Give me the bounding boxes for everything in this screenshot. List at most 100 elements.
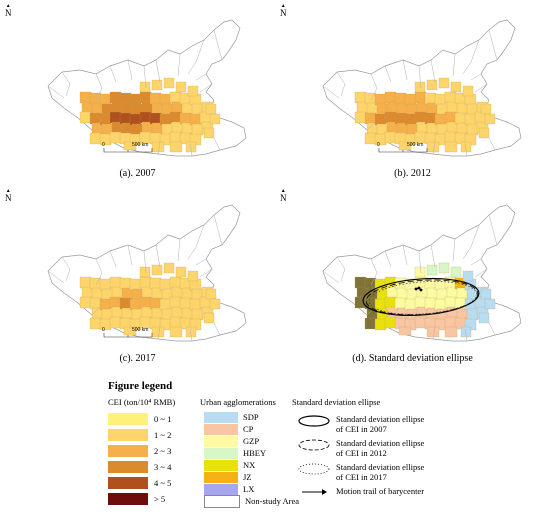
study-region-cell bbox=[169, 316, 182, 329]
study-region-cell bbox=[89, 317, 102, 330]
ellipse-icon bbox=[298, 415, 330, 427]
province-boundary bbox=[470, 73, 482, 81]
study-region-cell bbox=[149, 92, 162, 105]
study-region-cell bbox=[169, 131, 182, 144]
ua-swatch bbox=[204, 423, 238, 435]
scale-label: 500 km bbox=[132, 327, 149, 333]
north-arrow-icon: ▲ N bbox=[280, 189, 287, 203]
ua-legend-item: CP bbox=[204, 422, 253, 436]
study-region-cell bbox=[444, 326, 458, 338]
study-region-cell bbox=[187, 270, 199, 282]
province-boundary bbox=[370, 73, 378, 101]
study-region-cell bbox=[129, 298, 142, 311]
study-region-cell bbox=[79, 276, 92, 289]
province-boundary bbox=[157, 326, 161, 340]
cei-label: 3 ~ 4 bbox=[154, 462, 172, 472]
study-region-cell bbox=[434, 298, 447, 311]
study-region-cell bbox=[364, 92, 377, 105]
study-region-cell bbox=[179, 297, 192, 310]
panel-caption: (d). Standard deviation ellipse bbox=[352, 353, 473, 364]
province-boundary bbox=[366, 306, 376, 316]
study-region-cell bbox=[374, 93, 387, 106]
scale-label: 0 bbox=[377, 142, 380, 148]
north-label: N bbox=[5, 193, 12, 203]
province-boundary bbox=[474, 83, 488, 93]
study-region-cell bbox=[450, 81, 462, 93]
cei-swatch bbox=[108, 429, 148, 441]
study-region-cell bbox=[205, 103, 217, 115]
ua-legend-item: SDP bbox=[204, 410, 259, 424]
study-region-cell bbox=[151, 79, 163, 91]
study-region-cell bbox=[89, 92, 102, 105]
study-region-cell bbox=[484, 298, 496, 310]
study-region-cell bbox=[139, 276, 152, 289]
sde-label-line2: of CEI in 2007 bbox=[336, 424, 387, 434]
study-region-cell bbox=[149, 277, 162, 290]
study-region-cell bbox=[129, 93, 142, 106]
map-panel-b: ▲ N 0 500 km (b). 2012 bbox=[275, 0, 550, 185]
study-region-cell bbox=[424, 112, 437, 125]
china-map-b bbox=[322, 19, 522, 157]
province-boundary bbox=[322, 85, 340, 99]
study-region-cell bbox=[462, 85, 474, 97]
study-region-cell bbox=[79, 91, 92, 104]
province-boundary bbox=[155, 244, 161, 268]
province-boundary bbox=[95, 73, 103, 101]
china-map-d bbox=[322, 204, 522, 342]
north-arrow-icon: ▲ N bbox=[280, 4, 287, 18]
study-region-cell bbox=[139, 296, 152, 309]
sde-label-line1: Standard deviation ellipse bbox=[336, 414, 425, 424]
map-panel-d: ▲ N (d). Standard deviation ellipse bbox=[275, 185, 550, 370]
study-region-cell bbox=[109, 276, 122, 289]
cei-label: 4 ~ 5 bbox=[154, 478, 172, 488]
scale-bar bbox=[103, 333, 153, 338]
study-region-cell bbox=[109, 111, 122, 124]
barycenter-point bbox=[419, 288, 423, 292]
cei-swatch bbox=[108, 413, 148, 425]
study-region-cell bbox=[466, 308, 479, 321]
study-region-cell bbox=[175, 81, 187, 93]
study-region-cell bbox=[99, 93, 112, 106]
study-region-cell bbox=[209, 298, 221, 310]
province-boundary bbox=[464, 328, 468, 342]
study-region-cell bbox=[414, 111, 427, 124]
cei-swatch bbox=[108, 477, 148, 489]
province-boundary bbox=[488, 29, 498, 61]
study-region-cell bbox=[139, 266, 151, 278]
province-boundary bbox=[109, 65, 117, 83]
study-region-cell bbox=[460, 141, 472, 153]
study-region-cell bbox=[426, 79, 438, 91]
china-map-a bbox=[47, 19, 247, 157]
cei-legend-item: 3 ~ 4 bbox=[108, 460, 171, 474]
province-boundary bbox=[402, 59, 408, 81]
ua-label: JZ bbox=[243, 472, 252, 482]
study-region-cell bbox=[464, 113, 477, 126]
province-boundary bbox=[432, 141, 436, 155]
ua-label: GZP bbox=[243, 436, 260, 446]
study-region-cell bbox=[129, 278, 142, 291]
study-region-cell bbox=[384, 316, 397, 329]
study-region-cell bbox=[119, 297, 132, 310]
study-region-cell bbox=[191, 123, 204, 136]
sde-label: Motion trail of barycenter bbox=[336, 486, 424, 496]
province-boundary bbox=[488, 322, 496, 336]
study-region-cell bbox=[444, 316, 457, 329]
province-boundary bbox=[213, 29, 223, 61]
sde-label: Standard deviation ellipse of CEI in 2017 bbox=[336, 462, 424, 482]
study-region-cell bbox=[438, 262, 450, 274]
cei-swatch bbox=[108, 493, 148, 505]
province-boundary bbox=[370, 258, 378, 286]
ua-label: CP bbox=[243, 424, 254, 434]
study-region-cell bbox=[424, 92, 437, 105]
scale-bar bbox=[378, 148, 428, 153]
study-region-cell bbox=[151, 264, 163, 276]
study-region-cell bbox=[203, 127, 215, 139]
study-region-cell bbox=[163, 262, 175, 274]
province-boundary bbox=[189, 328, 193, 342]
scale-label: 500 km bbox=[407, 142, 424, 148]
province-boundary bbox=[384, 250, 392, 268]
study-region-cell bbox=[466, 123, 479, 136]
province-boundary bbox=[430, 59, 436, 83]
study-region-cell bbox=[203, 312, 215, 324]
sde-legend-item: Motion trail of barycenter bbox=[296, 486, 424, 500]
